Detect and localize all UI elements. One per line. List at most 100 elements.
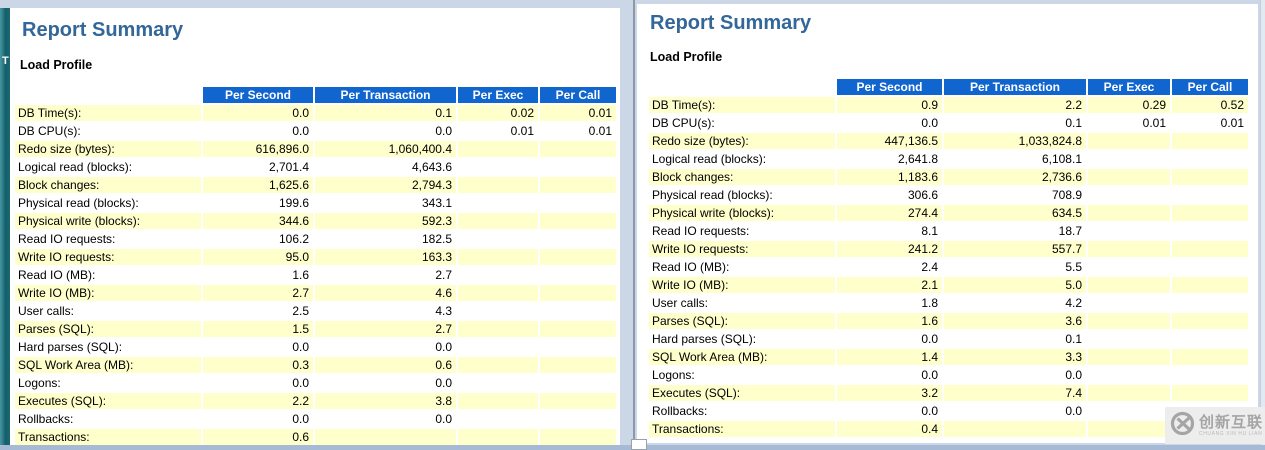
metric-label: Write IO requests:: [649, 241, 835, 257]
metric-value: 0.6: [315, 357, 456, 373]
metric-value: [1088, 385, 1170, 401]
metric-value: [540, 321, 616, 337]
load-profile-table: Per Second Per Transaction Per Exec Per Cal…: [13, 85, 618, 446]
circle-x-icon: [1169, 410, 1196, 442]
metric-value: 2.1: [837, 277, 942, 293]
metric-value: [540, 285, 616, 301]
metric-value: 8.1: [837, 223, 942, 239]
metric-value: 3.3: [944, 349, 1086, 365]
metric-value: 2.4: [837, 259, 942, 275]
right-window-edge: [1260, 0, 1265, 450]
metric-value: 0.02: [458, 105, 538, 121]
load-profile-row: Rollbacks: 0.0 0.0: [15, 411, 616, 427]
load-profile-row: Logical read (blocks): 2,641.8 6,108.1: [649, 151, 1248, 167]
metric-value: 1,060,400.4: [315, 141, 456, 157]
metric-value: 0.0: [315, 375, 456, 391]
metric-label: Executes (SQL):: [15, 393, 201, 409]
load-profile-row: Logons: 0.0 0.0: [15, 375, 616, 391]
watermark-badge: 创新互联 CHUANG XIN HU LIAN: [1165, 407, 1265, 444]
load-profile-row: Redo size (bytes): 616,896.0 1,060,400.4: [15, 141, 616, 157]
metric-label: Logons:: [649, 367, 835, 383]
load-profile-row: Transactions: 0.6: [15, 429, 616, 445]
metric-value: 343.1: [315, 195, 456, 211]
load-profile-row: Read IO requests: 106.2 182.5: [15, 231, 616, 247]
corner-header-cell: [15, 87, 201, 103]
table-header-row: Per Second Per Transaction Per Exec Per Cal…: [649, 79, 1248, 95]
metric-value: 0.01: [540, 105, 616, 121]
load-profile-row: Physical read (blocks): 306.6 708.9: [649, 187, 1248, 203]
load-profile-row: Hard parses (SQL): 0.0 0.0: [15, 339, 616, 355]
metric-value: [1172, 331, 1248, 347]
metric-value: [458, 213, 538, 229]
metric-value: 3.8: [315, 393, 456, 409]
load-profile-row: Read IO (MB): 1.6 2.7: [15, 267, 616, 283]
metric-value: [540, 411, 616, 427]
metric-value: [540, 159, 616, 175]
metric-label: Read IO requests:: [649, 223, 835, 239]
metric-value: 0.01: [458, 123, 538, 139]
metric-value: [458, 375, 538, 391]
metric-value: 0.0: [315, 339, 456, 355]
metric-value: 1.5: [203, 321, 313, 337]
metric-label: Logical read (blocks):: [649, 151, 835, 167]
scrollbar-corner-grip[interactable]: [631, 439, 647, 450]
metric-label: DB CPU(s):: [649, 115, 835, 131]
metric-value: [1088, 241, 1170, 257]
metric-value: [1088, 133, 1170, 149]
metric-value: [1172, 205, 1248, 221]
metric-value: [1088, 403, 1170, 419]
metric-value: 2,641.8: [837, 151, 942, 167]
metric-value: [458, 159, 538, 175]
load-profile-row: User calls: 1.8 4.2: [649, 295, 1248, 311]
metric-value: [540, 195, 616, 211]
metric-value: 6,108.1: [944, 151, 1086, 167]
metric-value: 0.0: [315, 123, 456, 139]
load-profile-row: Logical read (blocks): 2,701.4 4,643.6: [15, 159, 616, 175]
metric-value: [540, 177, 616, 193]
load-profile-row: DB CPU(s): 0.0 0.0 0.01 0.01: [15, 123, 616, 139]
load-profile-row: DB Time(s): 0.0 0.1 0.02 0.01: [15, 105, 616, 121]
load-profile-row: Rollbacks: 0.0 0.0: [649, 403, 1248, 419]
metric-value: 95.0: [203, 249, 313, 265]
column-header: Per Second: [203, 87, 313, 103]
metric-value: 199.6: [203, 195, 313, 211]
metric-value: 306.6: [837, 187, 942, 203]
load-profile-row: Write IO requests: 95.0 163.3: [15, 249, 616, 265]
load-profile-row: Physical write (blocks): 344.6 592.3: [15, 213, 616, 229]
metric-value: [1088, 151, 1170, 167]
metric-value: 0.0: [203, 375, 313, 391]
load-profile-row: Read IO (MB): 2.4 5.5: [649, 259, 1248, 275]
metric-label: Read IO requests:: [15, 231, 201, 247]
load-profile-row: Transactions: 0.4: [649, 421, 1248, 437]
metric-label: Transactions:: [649, 421, 835, 437]
metric-value: 1.8: [837, 295, 942, 311]
metric-value: [540, 249, 616, 265]
metric-value: 2,701.4: [203, 159, 313, 175]
metric-value: 2,736.6: [944, 169, 1086, 185]
report-panel-left: Report Summary Load Profile Per Second Pe…: [10, 8, 620, 446]
metric-value: [1172, 169, 1248, 185]
metric-value: 1,033,824.8: [944, 133, 1086, 149]
load-profile-row: Write IO requests: 241.2 557.7: [649, 241, 1248, 257]
left-edge-accent-bar: T: [0, 8, 10, 446]
metric-label: Physical write (blocks):: [15, 213, 201, 229]
metric-value: 163.3: [315, 249, 456, 265]
metric-value: 2.2: [203, 393, 313, 409]
metric-value: [458, 249, 538, 265]
metric-label: Read IO (MB):: [649, 259, 835, 275]
column-header: Per Exec: [1088, 79, 1170, 95]
load-profile-row: Parses (SQL): 1.5 2.7: [15, 321, 616, 337]
table-header-row: Per Second Per Transaction Per Exec Per Cal…: [15, 87, 616, 103]
metric-value: 241.2: [837, 241, 942, 257]
metric-value: 0.0: [837, 331, 942, 347]
metric-value: [1088, 169, 1170, 185]
load-profile-row: DB Time(s): 0.9 2.2 0.29 0.52: [649, 97, 1248, 113]
metric-value: 3.6: [944, 313, 1086, 329]
metric-value: [458, 141, 538, 157]
metric-value: 0.01: [540, 123, 616, 139]
column-header: Per Exec: [458, 87, 538, 103]
load-profile-row: Redo size (bytes): 447,136.5 1,033,824.8: [649, 133, 1248, 149]
load-profile-row: SQL Work Area (MB): 1.4 3.3: [649, 349, 1248, 365]
metric-value: 2,794.3: [315, 177, 456, 193]
metric-value: [458, 285, 538, 301]
